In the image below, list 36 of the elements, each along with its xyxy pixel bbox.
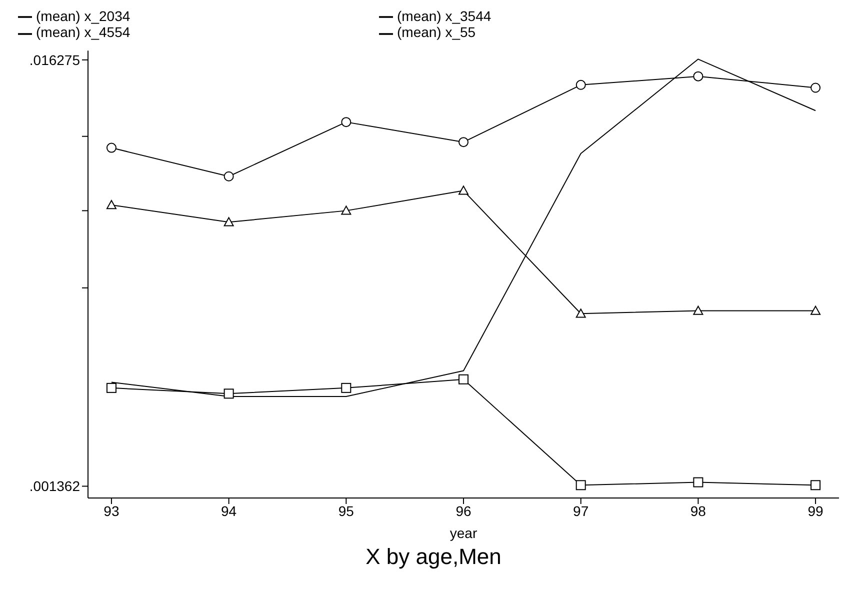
text: X by age,Men [364, 544, 502, 570]
point [693, 306, 704, 315]
point [576, 80, 586, 90]
point [341, 206, 352, 215]
x-tick-label: 94 [221, 502, 237, 519]
point [341, 382, 352, 393]
point [106, 200, 116, 210]
legend-label: (mean) x_55 [397, 24, 476, 40]
point [576, 480, 586, 490]
point [458, 186, 468, 195]
point [810, 306, 821, 315]
point [106, 142, 116, 153]
legend-label: (mean) x_4554 [36, 24, 130, 40]
point [458, 374, 468, 384]
point [458, 137, 468, 148]
point [693, 71, 704, 82]
point [224, 388, 234, 399]
x-tick-label: 99 [808, 502, 824, 519]
x-tick-label: 98 [690, 502, 706, 519]
x-axis-title: year [450, 525, 478, 541]
x-tick-label: 97 [573, 502, 589, 519]
x-tick-label: 93 [104, 502, 120, 519]
x-tick-label: 96 [456, 502, 472, 519]
y-tick-label: .001362 [29, 478, 80, 494]
point [693, 477, 704, 488]
point [576, 308, 586, 318]
point [224, 171, 234, 182]
legend-label: (mean) x_3544 [397, 8, 492, 24]
point [106, 382, 116, 393]
point [810, 480, 821, 490]
legend-label: (mean) x_2034 [36, 8, 130, 24]
x-tick-label: 95 [338, 502, 354, 519]
point [810, 82, 821, 93]
point [224, 217, 234, 226]
y-tick-label: .016275 [29, 52, 80, 68]
point [341, 117, 352, 128]
